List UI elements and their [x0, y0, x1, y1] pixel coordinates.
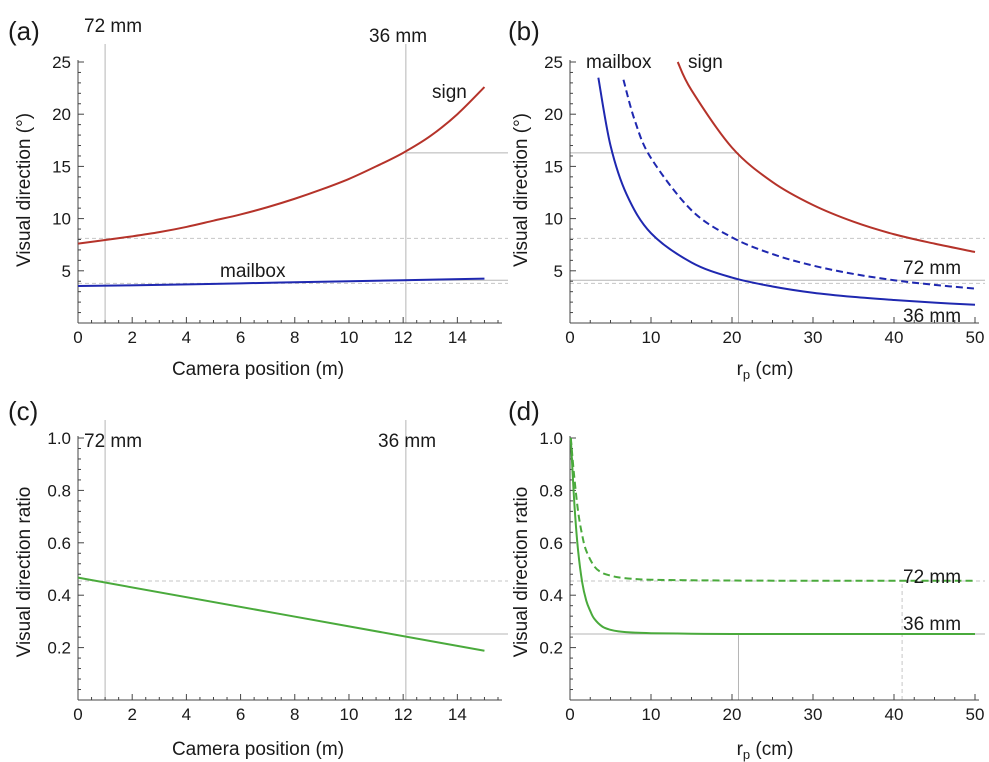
panel-b-x-tick-label: 50 — [966, 328, 985, 347]
panel-d-y-tick-label: 0.4 — [539, 586, 563, 605]
panel-a-36mm-label: 36 mm — [369, 26, 427, 47]
panel-a-xlabel: Camera position (m) — [172, 359, 344, 380]
panel-a-x-tick-label: 6 — [236, 328, 245, 347]
panel-c-x-tick-label: 4 — [182, 705, 191, 724]
panel-d-y-tick-label: 1.0 — [539, 429, 563, 448]
panel-c-x-tick-label: 2 — [127, 705, 136, 724]
panel-d-ylabel: Visual direction ratio — [511, 487, 532, 658]
panel-b-mailbox-label: mailbox — [586, 52, 652, 73]
panel-d-x-tick-label: 10 — [642, 705, 661, 724]
panel-a-y-tick-label: 5 — [62, 262, 71, 281]
panel-a-x-tick-label: 8 — [290, 328, 299, 347]
panel-c-x-tick-label: 6 — [236, 705, 245, 724]
panel-d-series — [569, 437, 975, 635]
panel-b-series-sign-line — [676, 61, 976, 253]
panel-b-label: (b) — [508, 16, 540, 46]
panel-d-x-tick-label: 50 — [966, 705, 985, 724]
panel-a-72mm-label: 72 mm — [84, 16, 142, 37]
panel-c-x-tick-label: 10 — [340, 705, 359, 724]
panel-b-36mm-label: 36 mm — [903, 306, 961, 327]
panel-c-ylabel: Visual direction ratio — [14, 487, 35, 658]
panel-d-x-tick-label: 30 — [804, 705, 823, 724]
panel-d-x-tick-label: 0 — [565, 705, 574, 724]
panel-a-series-mailbox-line — [77, 277, 485, 287]
panel-c-series — [77, 576, 485, 652]
panel-b-series — [597, 61, 976, 306]
panel-b-x-tick-label: 20 — [723, 328, 742, 347]
panel-b-sign-label: sign — [688, 52, 723, 73]
panel-d-axes: 0 10 20 30 40 50 0.2 0.4 0.6 0.8 1.0 — [539, 429, 984, 724]
panel-d-72mm-label: 72 mm — [903, 567, 961, 588]
panel-c-36mm-label: 36 mm — [378, 431, 436, 452]
panel-a-x-tick-label: 2 — [127, 328, 136, 347]
panel-a-y-tick-label: 15 — [52, 157, 71, 176]
panel-d-series-36-mm-line — [569, 437, 975, 635]
panel-b-y-tick-label: 5 — [554, 262, 563, 281]
panel-d-x-tick-label: 40 — [885, 705, 904, 724]
panel-c-y-tick-label: 0.4 — [47, 586, 71, 605]
panel-c-y-tick-label: 0.8 — [47, 481, 71, 500]
panel-a-x-tick-label: 12 — [394, 328, 413, 347]
panel-d-xlabel: rp (cm) — [737, 739, 794, 762]
panel-a-axes: 0 2 4 6 8 10 12 14 5 10 15 20 25 — [52, 53, 502, 347]
panel-a-guides — [78, 44, 508, 323]
panel-d-x-tick-label: 20 — [723, 705, 742, 724]
panel-a-mailbox-label: mailbox — [220, 261, 286, 282]
panel-d-y-tick-label: 0.8 — [539, 481, 563, 500]
panel-a-series-sign-line — [77, 86, 486, 245]
panel-b-ylabel: Visual direction (°) — [511, 113, 532, 267]
panel-a-y-tick-label: 10 — [52, 210, 71, 229]
panel-b-y-tick-label: 20 — [544, 105, 563, 124]
panel-d-series-72-mm-line — [569, 437, 975, 582]
panel-a-y-tick-label: 20 — [52, 105, 71, 124]
panel-b-axes: 0 10 20 30 40 50 5 10 15 20 25 — [544, 53, 984, 347]
panel-b-y-tick-label: 15 — [544, 157, 563, 176]
panel-b-series-36-mm-line — [597, 77, 976, 306]
panel-a-x-tick-label: 10 — [340, 328, 359, 347]
panel-c-series-ratio-line — [77, 576, 485, 652]
panel-c-x-tick-label: 12 — [394, 705, 413, 724]
panel-a: (a) 0 2 4 6 8 10 12 14 5 10 15 20 25 72 mm 36 mm sig… — [8, 16, 508, 380]
panel-c: (c) 0 2 4 6 8 10 12 14 0.2 0.4 0.6 0.8 1.0 72 mm 36 … — [8, 396, 508, 760]
panel-d-y-tick-label: 0.6 — [539, 534, 563, 553]
panel-b-guides — [570, 152, 985, 323]
panel-b-xlabel: rp (cm) — [737, 359, 794, 382]
panel-c-x-tick-label: 8 — [290, 705, 299, 724]
panel-c-y-tick-label: 0.6 — [47, 534, 71, 553]
panel-b-y-tick-label: 10 — [544, 210, 563, 229]
panel-a-x-tick-label: 0 — [73, 328, 82, 347]
panel-c-72mm-label: 72 mm — [84, 431, 142, 452]
panel-b-series-72-mm-line — [622, 79, 976, 290]
panel-a-ylabel: Visual direction (°) — [14, 113, 35, 267]
panel-d-guides — [570, 580, 985, 700]
panel-c-x-tick-label: 14 — [448, 705, 467, 724]
panel-b: (b) 0 10 20 30 40 50 5 10 15 20 25 mailbox sign 72… — [508, 16, 985, 382]
panel-c-label: (c) — [8, 396, 38, 426]
panel-d-y-tick-label: 0.2 — [539, 639, 563, 658]
panel-c-x-tick-label: 0 — [73, 705, 82, 724]
panel-a-series — [77, 86, 486, 287]
panel-c-y-tick-label: 0.2 — [47, 639, 71, 658]
panel-b-x-tick-label: 40 — [885, 328, 904, 347]
panel-b-x-tick-label: 10 — [642, 328, 661, 347]
panel-d-36mm-label: 36 mm — [903, 614, 961, 635]
panel-c-xlabel: Camera position (m) — [172, 739, 344, 760]
panel-d: (d) 0 10 20 30 40 50 0.2 0.4 0.6 0.8 1.0 72 mm 36 … — [508, 396, 985, 762]
panel-a-x-tick-label: 4 — [182, 328, 191, 347]
panel-b-x-tick-label: 30 — [804, 328, 823, 347]
panel-b-x-tick-label: 0 — [565, 328, 574, 347]
panel-a-sign-label: sign — [432, 82, 467, 103]
panel-b-y-tick-label: 25 — [544, 53, 563, 72]
panel-b-72mm-label: 72 mm — [903, 258, 961, 279]
panel-c-y-tick-label: 1.0 — [47, 429, 71, 448]
panel-c-guides — [78, 420, 508, 700]
panel-a-x-tick-label: 14 — [448, 328, 467, 347]
panel-a-y-tick-label: 25 — [52, 53, 71, 72]
panel-a-label: (a) — [8, 16, 40, 46]
panel-c-axes: 0 2 4 6 8 10 12 14 0.2 0.4 0.6 0.8 1.0 — [47, 429, 502, 724]
panel-d-label: (d) — [508, 396, 540, 426]
